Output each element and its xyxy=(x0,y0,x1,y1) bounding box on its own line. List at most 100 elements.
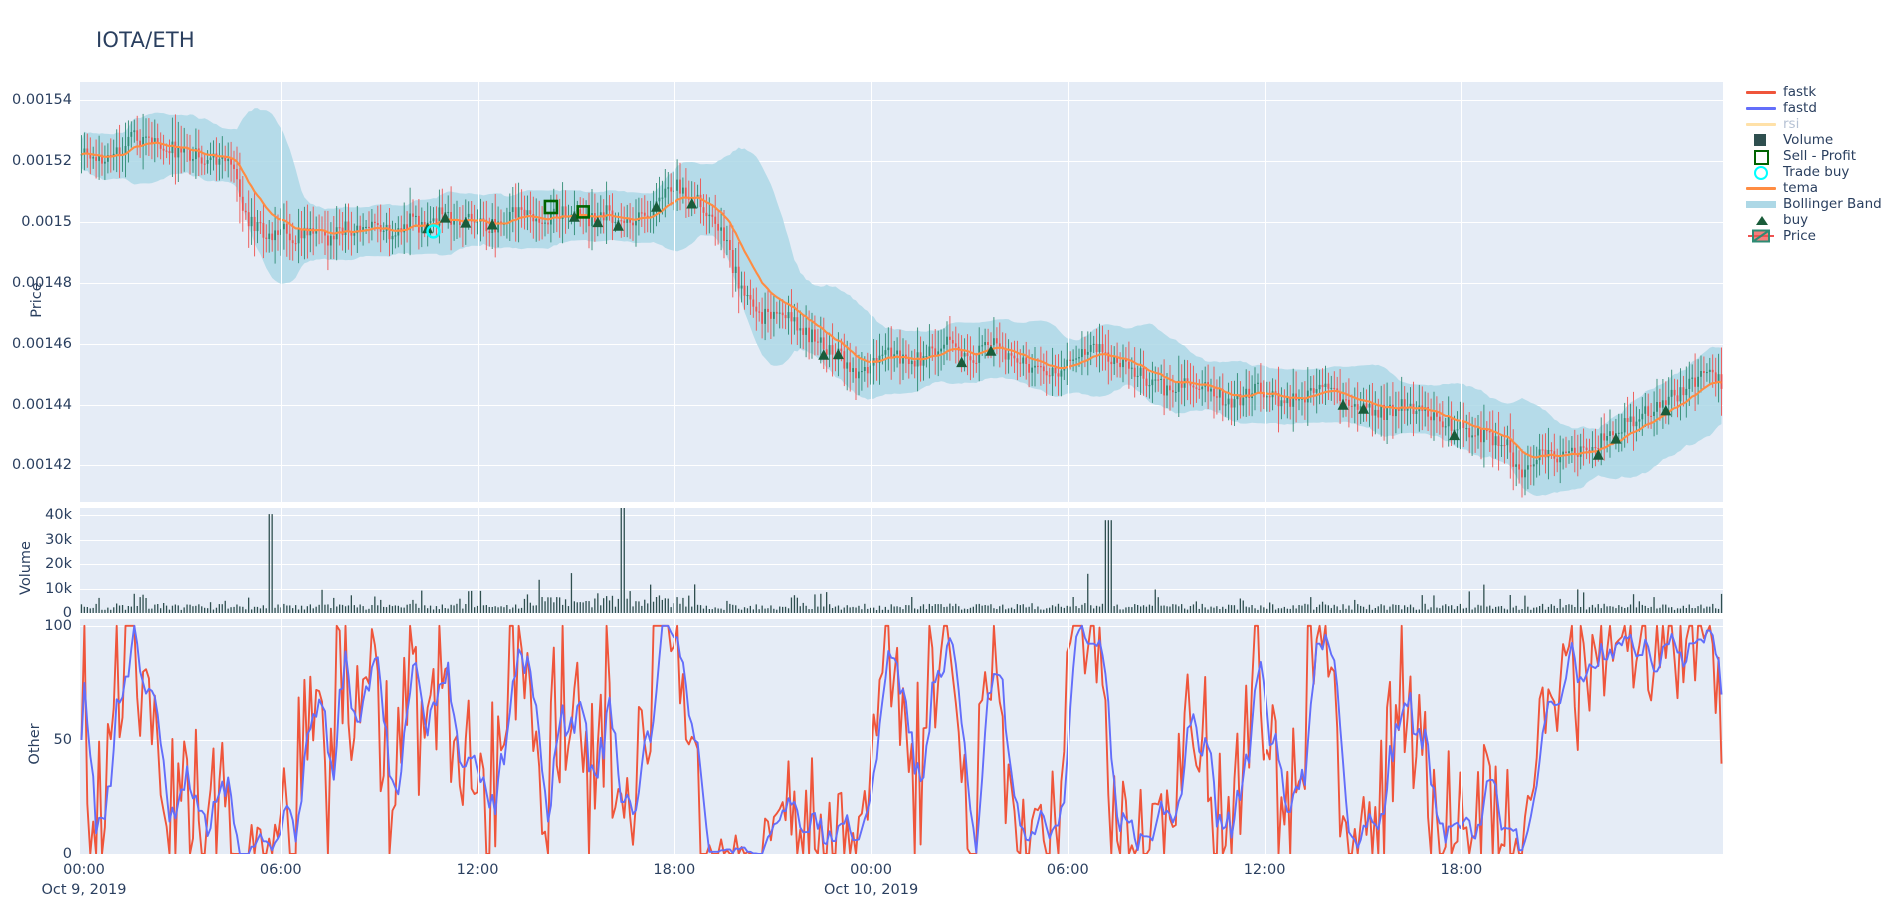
volume-plot-svg xyxy=(80,508,1723,613)
gridline xyxy=(280,82,282,502)
legend-item-label: Volume xyxy=(1783,132,1834,148)
tema-line xyxy=(81,141,1722,459)
triangle-up-marker xyxy=(1745,212,1777,228)
square-swatch-icon xyxy=(1754,134,1766,146)
gridline xyxy=(1461,82,1463,502)
gridline xyxy=(80,564,1723,566)
x-axis-date-label: Oct 9, 2019 xyxy=(41,882,127,898)
gridline xyxy=(80,282,1723,284)
gridline xyxy=(1067,619,1069,854)
buy-marker[interactable] xyxy=(651,201,663,212)
y-axis-tick-label: 0.00148 xyxy=(12,274,72,291)
gridline xyxy=(80,404,1723,406)
y-axis-tick-label: 40k xyxy=(45,507,72,524)
y-axis-tick-label: 100 xyxy=(44,617,72,634)
price-plot-svg xyxy=(80,108,1723,498)
sell-profit-marker[interactable] xyxy=(543,199,559,215)
oscillator-plot-svg xyxy=(80,624,1723,854)
legend-item-label: fastk xyxy=(1783,84,1817,100)
legend-item-label: Price xyxy=(1783,228,1816,244)
x-axis-tick-label: 06:00 xyxy=(259,862,302,878)
buy-marker[interactable] xyxy=(1610,433,1622,444)
legend-item-tema[interactable]: tema xyxy=(1745,180,1885,196)
buy-marker[interactable] xyxy=(1660,404,1672,416)
buy-marker[interactable] xyxy=(568,211,580,222)
trade-buy-marker[interactable] xyxy=(426,224,441,239)
y-axis-tick-label: 0.00142 xyxy=(12,457,72,474)
line-swatch-icon xyxy=(1746,91,1776,94)
other-subplot xyxy=(80,619,1723,855)
buy-marker[interactable] xyxy=(592,216,604,228)
trade-markers[interactable] xyxy=(422,197,1672,460)
buy-marker[interactable] xyxy=(1592,449,1604,460)
gridline xyxy=(80,161,1723,163)
gridline xyxy=(80,739,1723,741)
y-axis-tick-label: 20k xyxy=(45,556,72,573)
legend-item-volume[interactable]: Volume xyxy=(1745,132,1885,148)
legend-item-buy[interactable]: buy xyxy=(1745,212,1885,228)
legend-item-label: tema xyxy=(1783,180,1819,196)
legend-item-rsi[interactable]: rsi xyxy=(1745,116,1885,132)
legend-item-label: rsi xyxy=(1783,116,1800,132)
price-subplot xyxy=(80,82,1723,502)
fastk-line xyxy=(80,624,1723,854)
x-axis-tick-label: 18:00 xyxy=(1440,862,1483,878)
bollinger-band xyxy=(81,108,1722,496)
line-swatch-icon xyxy=(1746,187,1776,190)
y-axis-tick-label: 0.0015 xyxy=(21,214,72,230)
circle-outline-marker xyxy=(1745,164,1777,180)
x-axis-date-label: Oct 10, 2019 xyxy=(823,882,919,898)
legend-item-bollinger-band[interactable]: Bollinger Band xyxy=(1745,196,1885,212)
gridline xyxy=(280,619,282,854)
buy-marker[interactable] xyxy=(686,197,698,209)
square-swatch xyxy=(1745,132,1777,148)
line-swatch xyxy=(1745,84,1777,100)
gridline xyxy=(80,539,1723,541)
buy-marker[interactable] xyxy=(1449,429,1461,441)
buy-marker[interactable] xyxy=(439,212,451,223)
band-swatch xyxy=(1745,196,1777,212)
line-swatch xyxy=(1745,100,1777,116)
y-axis-tick-label: 0 xyxy=(62,605,72,621)
legend-item-fastk[interactable]: fastk xyxy=(1745,84,1885,100)
gridline xyxy=(80,465,1723,467)
buy-marker[interactable] xyxy=(832,348,844,360)
gridline xyxy=(80,613,1723,614)
gridline xyxy=(1461,508,1463,613)
y-axis-tick-label: 0.00144 xyxy=(12,396,72,413)
buy-marker[interactable] xyxy=(1337,399,1349,410)
gridline xyxy=(674,619,676,854)
buy-marker[interactable] xyxy=(956,356,968,368)
volume-axis-title: Volume xyxy=(18,541,34,595)
legend-item-trade-buy[interactable]: Trade buy xyxy=(1745,164,1885,180)
gridline xyxy=(1067,82,1069,502)
line-swatch xyxy=(1745,116,1777,132)
legend-item-sell-profit[interactable]: Sell - Profit xyxy=(1745,148,1885,165)
legend-item-label: buy xyxy=(1783,212,1809,228)
legend-item-price[interactable]: Price xyxy=(1745,228,1885,244)
gridline xyxy=(674,508,676,613)
legend-item-fastd[interactable]: fastd xyxy=(1745,100,1885,116)
line-swatch xyxy=(1745,180,1777,196)
triangle-up-icon xyxy=(1756,216,1768,225)
gridline xyxy=(477,508,479,613)
legend-item-label: Bollinger Band xyxy=(1783,196,1882,212)
buy-marker[interactable] xyxy=(818,349,830,360)
sell-profit-marker[interactable] xyxy=(576,205,591,219)
legend[interactable]: fastk fastd rsi Volume Sell - Profit Trade bu… xyxy=(1745,84,1885,244)
buy-marker[interactable] xyxy=(985,345,997,356)
buy-marker[interactable] xyxy=(612,220,624,231)
gridline xyxy=(80,625,1723,627)
y-axis-tick-label: 50 xyxy=(53,731,72,748)
x-axis-tick-label: 06:00 xyxy=(1046,862,1089,878)
gridline xyxy=(80,515,1723,517)
x-axis-tick-label: 12:00 xyxy=(456,862,499,878)
buy-marker[interactable] xyxy=(1358,403,1370,414)
other-axis-title: Other xyxy=(27,723,43,765)
buy-marker[interactable] xyxy=(486,219,498,230)
gridline xyxy=(871,508,873,613)
page-title: IOTA/ETH xyxy=(96,28,195,52)
x-axis-tick-label: 00:00 xyxy=(850,862,892,878)
buy-marker[interactable] xyxy=(460,217,472,228)
